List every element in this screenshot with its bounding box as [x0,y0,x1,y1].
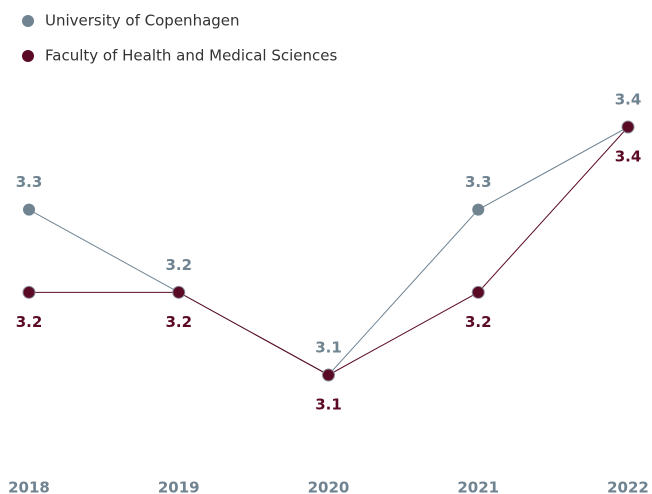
x-tick-label: 2018 [8,479,50,494]
x-tick-label: 2020 [308,479,350,494]
data-point [471,285,485,299]
data-label: 3.3 [16,173,43,191]
data-label: 3.1 [315,396,342,414]
data-point [621,120,635,134]
data-point [22,285,36,299]
x-tick-label: 2019 [158,479,200,494]
data-point [23,203,35,216]
data-label: 3.4 [615,91,642,109]
data-label: 3.2 [165,313,192,331]
data-point [322,368,335,382]
legend-swatch [22,15,34,27]
data-label: 3.2 [165,256,192,274]
data-label: 3.1 [315,339,342,357]
legend-label: Faculty of Health and Medical Sciences [45,47,338,65]
data-label: 3.3 [465,173,492,191]
x-tick-label: 2022 [607,479,649,494]
data-point [472,203,485,216]
data-label: 3.2 [465,313,492,331]
data-label: 3.4 [615,148,642,166]
legend-label: University of Copenhagen [45,12,240,30]
data-label: 3.2 [16,313,43,331]
data-point [172,285,186,299]
legend-swatch [22,50,34,62]
x-tick-label: 2021 [457,479,499,494]
